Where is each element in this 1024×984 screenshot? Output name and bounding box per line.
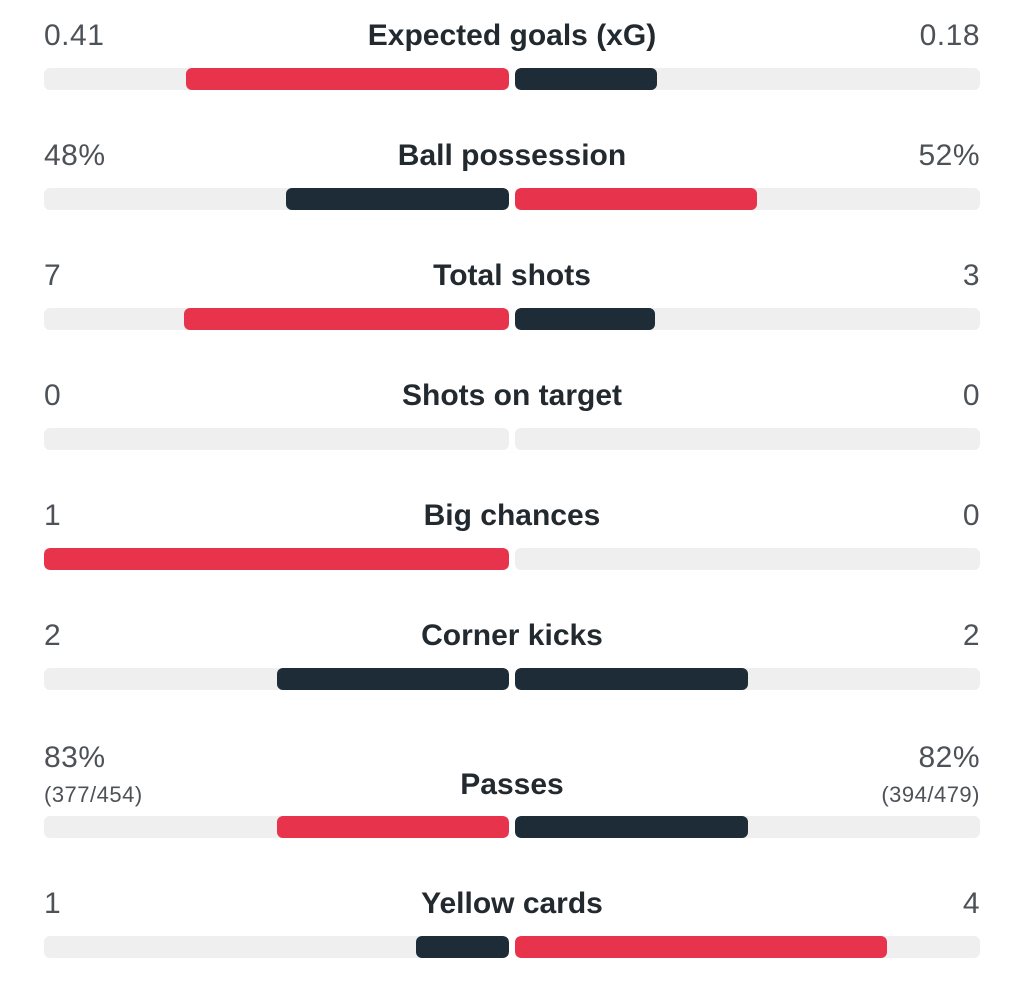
- home-value: 48%: [44, 139, 106, 172]
- away-bar-track: [515, 548, 980, 570]
- home-sub-value: (377/454): [44, 782, 143, 807]
- home-bar-track: [44, 548, 509, 570]
- away-bar-fill: [515, 68, 657, 90]
- stat-label: Big chances: [423, 499, 601, 532]
- stat-label: Total shots: [433, 259, 591, 292]
- away-value: 0: [962, 379, 980, 412]
- away-sub-value: (394/479): [881, 782, 980, 807]
- stat-row-ball-possession: 48% Ball possession 52%: [44, 138, 980, 212]
- stat-row-corner-kicks: 2 Corner kicks 2: [44, 618, 980, 692]
- home-bar-track: [44, 308, 509, 330]
- home-bar-fill: [285, 188, 509, 210]
- away-value: 52%: [918, 139, 980, 172]
- home-value: 1: [44, 499, 62, 532]
- away-bar-track: [515, 816, 980, 838]
- away-value: 0: [962, 499, 980, 532]
- home-bar-fill: [276, 816, 509, 838]
- away-value: 3: [962, 259, 980, 292]
- away-bar-track: [515, 428, 980, 450]
- away-bar-track: [515, 308, 980, 330]
- stat-label: Yellow cards: [421, 887, 603, 920]
- stat-row-expected-goals: 0.41 Expected goals (xG) 0.18: [44, 18, 980, 92]
- stat-row-total-shots: 7 Total shots 3: [44, 258, 980, 332]
- away-bar-fill: [515, 668, 748, 690]
- away-value: 2: [962, 619, 980, 652]
- home-bar-track: [44, 428, 509, 450]
- home-bar-track: [44, 816, 509, 838]
- away-bar-fill: [515, 936, 887, 958]
- stat-label: Passes: [460, 768, 564, 801]
- home-bar-fill: [276, 668, 509, 690]
- home-bar-fill: [185, 68, 509, 90]
- home-bar-fill: [44, 548, 509, 570]
- away-bar-track: [515, 68, 980, 90]
- away-bar-track: [515, 188, 980, 210]
- stat-row-big-chances: 1 Big chances 0: [44, 498, 980, 572]
- stat-label: Shots on target: [401, 379, 622, 412]
- away-value: 4: [962, 887, 980, 920]
- home-value: 0: [44, 379, 62, 412]
- stat-row-shots-on-target: 0 Shots on target 0: [44, 378, 980, 452]
- away-bar-fill: [515, 308, 655, 330]
- stat-label: Ball possession: [397, 139, 627, 172]
- stat-label: Expected goals (xG): [367, 19, 657, 52]
- away-bar-fill: [515, 816, 748, 838]
- home-value: 7: [44, 259, 62, 292]
- home-value: 83%: [44, 741, 106, 774]
- home-bar-track: [44, 188, 509, 210]
- away-value: 82%: [918, 741, 980, 774]
- home-value: 1: [44, 887, 62, 920]
- home-bar-track: [44, 936, 509, 958]
- away-value: 0.18: [919, 19, 980, 52]
- home-value: 2: [44, 619, 62, 652]
- away-bar-fill: [515, 188, 757, 210]
- stat-row-passes: 83% (377/454) Passes 82% (394/479): [44, 740, 980, 840]
- home-bar-track: [44, 68, 509, 90]
- stat-row-yellow-cards: 1 Yellow cards 4: [44, 886, 980, 960]
- stat-label: Corner kicks: [421, 619, 603, 652]
- away-bar-track: [515, 668, 980, 690]
- home-value: 0.41: [44, 19, 105, 52]
- home-bar-fill: [183, 308, 509, 330]
- away-bar-track: [515, 936, 980, 958]
- home-bar-track: [44, 668, 509, 690]
- home-bar-fill: [416, 936, 509, 958]
